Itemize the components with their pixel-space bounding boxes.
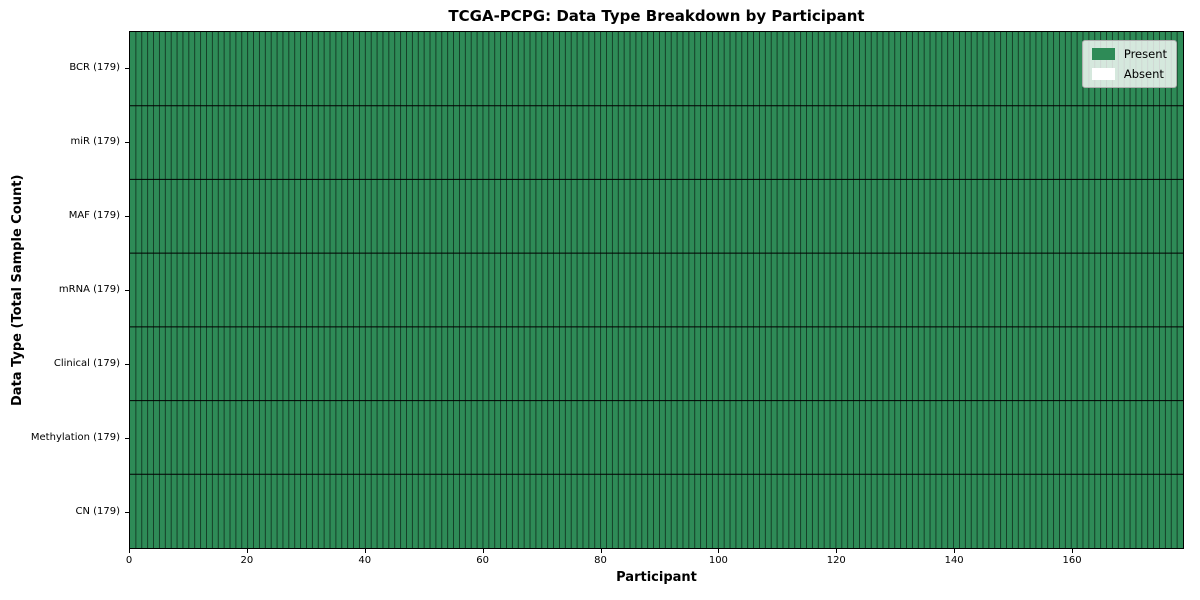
y-tick-mark [125,142,129,143]
x-axis-label: Participant [616,570,697,585]
x-tick-label: 40 [358,555,372,566]
plot-area: Present Absent [129,31,1184,549]
x-tick-mark [600,549,602,553]
legend-swatch-icon [1091,48,1115,60]
y-tick-label: Methylation (179) [30,432,120,443]
x-tick-mark [1072,549,1074,553]
y-tick-label: miR (179) [70,136,120,147]
y-tick-mark [125,438,129,439]
x-tick-mark [482,549,484,553]
x-tick-label: 80 [594,555,607,566]
y-tick-label: BCR (179) [69,62,120,73]
x-tick-mark [246,549,248,553]
y-tick-mark [125,364,129,365]
y-tick-mark [125,68,129,69]
x-tick-label: 120 [826,555,846,566]
x-tick-mark [718,549,720,553]
legend-entry: Present [1091,47,1167,61]
x-tick-label: 160 [1062,555,1082,566]
x-tick-mark [954,549,956,553]
x-tick-label: 0 [125,555,133,566]
y-tick-mark [125,216,129,217]
x-tick-label: 140 [944,555,964,566]
x-tick-mark [836,549,838,553]
legend: Present Absent [1081,40,1177,88]
x-tick-mark [129,549,130,553]
y-tick-mark [125,512,129,513]
y-tick-label: Clinical (179) [53,358,120,369]
y-tick-label: CN (179) [75,506,120,517]
y-tick-label: mRNA (179) [58,284,120,295]
legend-label: Absent [1123,67,1164,81]
legend-swatch-icon [1091,68,1115,80]
heatmap-grid [130,32,1183,548]
legend-entry: Absent [1091,67,1167,81]
x-tick-label: 60 [476,555,489,566]
x-tick-mark [364,549,366,553]
chart-title: TCGA-PCPG: Data Type Breakdown by Partic… [448,7,865,25]
y-tick-label: MAF (179) [68,210,120,221]
legend-label: Present [1123,47,1167,61]
x-tick-label: 100 [708,555,728,566]
x-tick-label: 20 [240,555,254,566]
y-tick-mark [125,290,129,291]
